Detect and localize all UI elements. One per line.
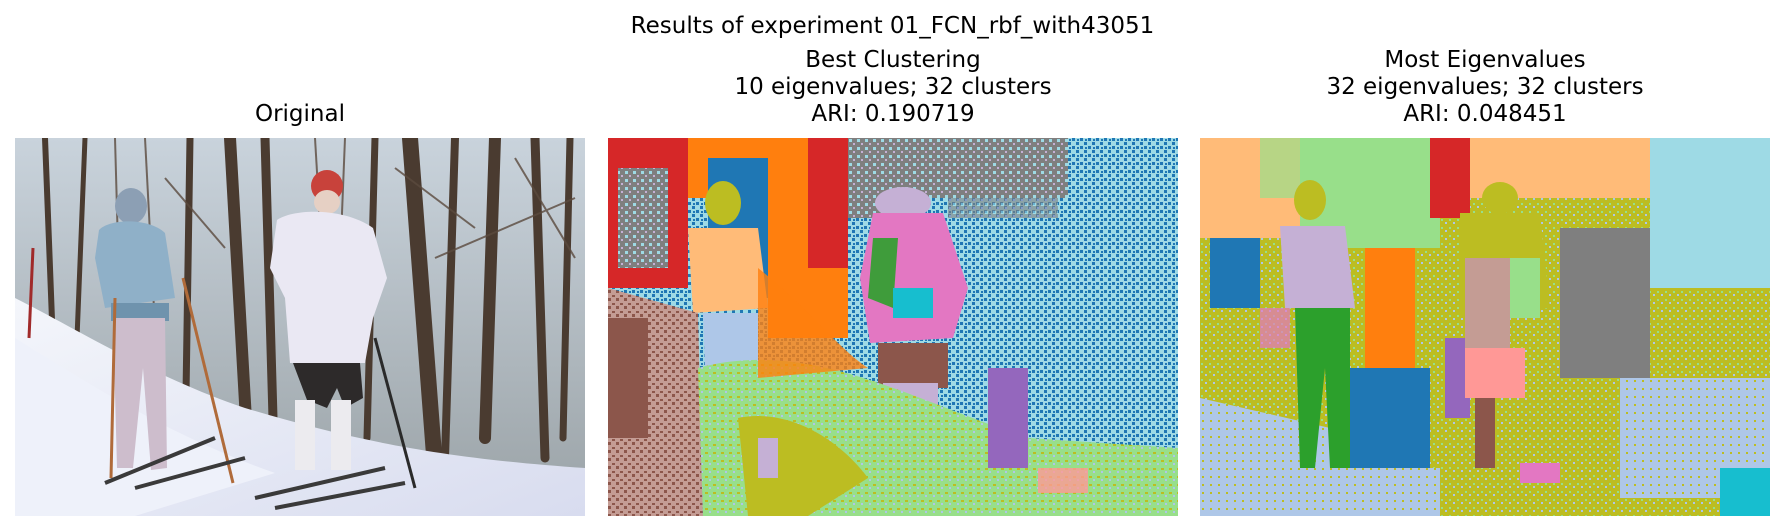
panel-title-line-3: ARI: 0.048451 [1403,101,1567,127]
panel-title-line-1: Most Eigenvalues [1384,47,1586,73]
panel-title-line-3: ARI: 0.190719 [811,101,975,127]
most-eigenvalues-canvas [1200,138,1770,516]
figure-suptitle: Results of experiment 01_FCN_rbf_with430… [630,13,1155,39]
best-clustering-segmentation [608,138,1178,516]
original-photo [15,138,585,516]
best-clustering-canvas [608,138,1178,516]
panel-title: Original [15,101,585,128]
panel-title-line: Original [254,101,345,127]
most-eigenvalues-segmentation [1200,138,1770,516]
panel-title: Most Eigenvalues 32 eigenvalues; 32 clus… [1200,47,1770,128]
panel-original: Original [15,0,585,532]
panel-title: Best Clustering 10 eigenvalues; 32 clust… [608,47,1178,128]
panel-title-line-1: Best Clustering [805,47,981,73]
panel-title-line-2: 32 eigenvalues; 32 clusters [1326,74,1644,100]
original-photo-canvas [15,138,585,516]
panel-most-eigenvalues: Most Eigenvalues 32 eigenvalues; 32 clus… [1200,0,1770,532]
panel-title-line-2: 10 eigenvalues; 32 clusters [734,74,1052,100]
panel-best-clustering: Best Clustering 10 eigenvalues; 32 clust… [608,0,1178,532]
